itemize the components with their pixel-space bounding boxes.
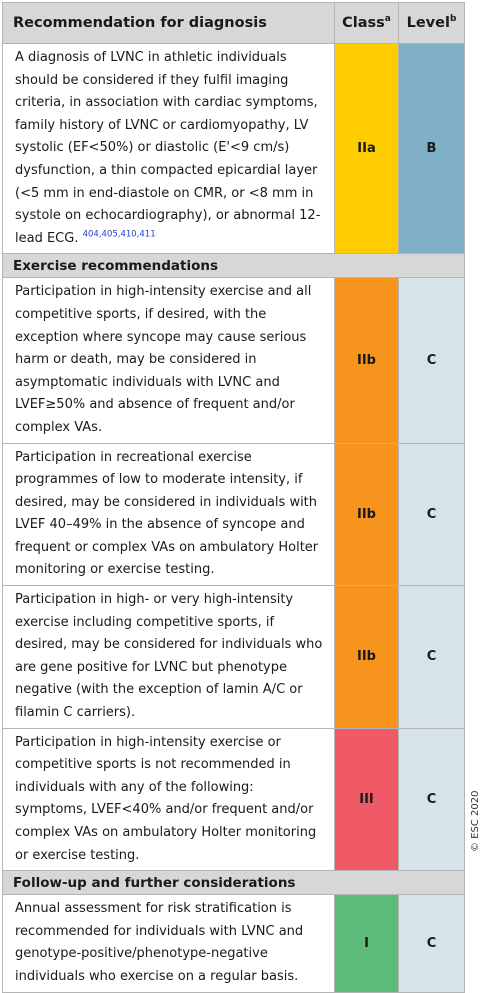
class-badge: III [334, 727, 399, 872]
header-row: Recommendation for diagnosis Classa Leve… [2, 2, 465, 44]
level-badge: C [398, 585, 465, 729]
recommendation-text: Participation in high-intensity exercise… [2, 727, 335, 872]
level-badge: C [398, 442, 465, 587]
section-header: Exercise recommendations [2, 253, 465, 279]
reference-links[interactable]: 404,405,410,411 [82, 229, 156, 240]
level-badge: C [398, 277, 465, 444]
class-footnote-marker: a [384, 14, 391, 25]
recommendation-text: Annual assessment for risk stratificatio… [2, 894, 335, 993]
table-row: Participation in recreational exercise p… [2, 442, 465, 587]
header-recommendation: Recommendation for diagnosis [2, 2, 335, 44]
class-badge: IIb [334, 277, 399, 444]
table-row: Participation in high-intensity exercise… [2, 277, 465, 444]
table-row: Annual assessment for risk stratificatio… [2, 894, 465, 993]
recommendation-text: Participation in recreational exercise p… [2, 442, 335, 587]
table-row: A diagnosis of LVNC in athletic individu… [2, 42, 465, 255]
header-level: Levelb [398, 2, 465, 44]
section-title: Follow-up and further considerations [2, 870, 465, 896]
recommendation-text: Participation in high- or very high-inte… [2, 585, 335, 729]
recommendation-text: A diagnosis of LVNC in athletic individu… [2, 42, 335, 255]
header-class: Classa [334, 2, 399, 44]
recommendations-table: Recommendation for diagnosis Classa Leve… [2, 2, 465, 993]
recommendation-text: Participation in high-intensity exercise… [2, 277, 335, 444]
table-row: Participation in high-intensity exercise… [2, 727, 465, 872]
section-header: Follow-up and further considerations [2, 870, 465, 896]
table-row: Participation in high- or very high-inte… [2, 585, 465, 729]
class-badge: IIb [334, 585, 399, 729]
class-badge: I [334, 894, 399, 993]
class-badge: IIa [334, 42, 399, 255]
level-badge: B [398, 42, 465, 255]
level-badge: C [398, 894, 465, 993]
class-badge: IIb [334, 442, 399, 587]
level-footnote-marker: b [449, 14, 457, 25]
section-title: Exercise recommendations [2, 253, 465, 279]
copyright-notice: © ESC 2020 [470, 790, 481, 852]
level-badge: C [398, 727, 465, 872]
